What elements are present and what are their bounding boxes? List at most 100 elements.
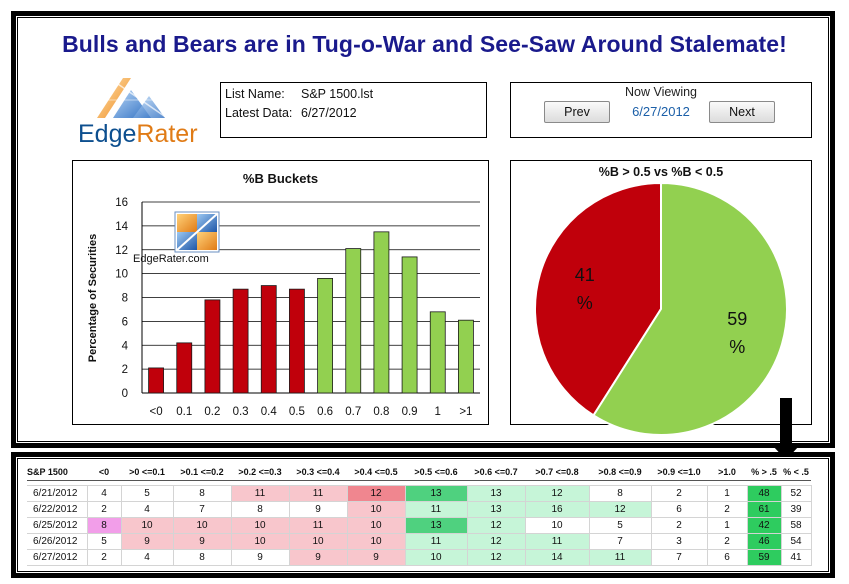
value-cell: 8 [230, 501, 290, 518]
value-cell: 13 [466, 501, 526, 518]
value-cell: 4 [120, 501, 174, 518]
bar [345, 248, 362, 394]
y-tick-label: 16 [115, 197, 128, 209]
value-cell: 8 [86, 517, 122, 534]
value-cell: 12 [346, 485, 406, 502]
x-tick-label: 0.8 [373, 406, 389, 418]
value-cell: 10 [524, 517, 590, 534]
value-cell: 11 [288, 485, 348, 502]
value-cell: 7 [588, 533, 652, 550]
value-cell: 9 [172, 533, 232, 550]
date-cell: 6/22/2012 [27, 501, 88, 518]
value-cell: 11 [524, 533, 590, 550]
value-cell: 2 [650, 485, 708, 502]
y-tick-label: 0 [122, 388, 128, 400]
table-row: 6/22/2012 2 4 7 8 9 10 11 13 16 12 6 2 61 39 [27, 501, 812, 518]
x-tick-label: >1 [459, 406, 472, 418]
bar [289, 288, 305, 394]
value-cell: 41 [780, 549, 812, 566]
prev-button[interactable]: Prev [544, 101, 610, 123]
column-header: >0.4 <=0.5 [347, 463, 405, 481]
date-cell: 6/25/2012 [27, 517, 88, 534]
pie-slice [592, 181, 788, 436]
x-tick-label: 0.7 [345, 406, 361, 418]
value-cell: 10 [120, 517, 174, 534]
value-cell: 12 [466, 533, 526, 550]
down-arrow-shaft [780, 398, 792, 448]
value-cell: 7 [650, 549, 708, 566]
bar [176, 342, 193, 394]
x-tick-label: 0.6 [317, 406, 333, 418]
value-cell: 10 [404, 549, 468, 566]
y-tick-label: 4 [122, 340, 129, 352]
pie-value-label: 59 [727, 309, 747, 329]
pie-unit-label: % [729, 337, 745, 357]
value-cell: 11 [588, 549, 652, 566]
value-cell: 8 [588, 485, 652, 502]
latest-data-label: Latest Data: [225, 106, 293, 120]
value-cell: 10 [172, 517, 232, 534]
y-tick-label: 12 [115, 245, 128, 257]
table-row: 6/21/2012 4 5 8 11 11 12 13 13 12 8 2 1 48 52 [27, 485, 812, 502]
bar-chart-title: %B Buckets [242, 171, 319, 186]
value-cell: 5 [120, 485, 174, 502]
next-button[interactable]: Next [709, 101, 775, 123]
value-cell: 58 [780, 517, 812, 534]
value-cell: 14 [524, 549, 590, 566]
value-cell: 4 [120, 549, 174, 566]
pie-chart-title: %B > 0.5 vs %B < 0.5 [598, 165, 724, 179]
y-tick-label: 8 [122, 293, 128, 305]
value-cell: 5 [588, 517, 652, 534]
value-cell: 12 [466, 517, 526, 534]
date-cell: 6/21/2012 [27, 485, 88, 502]
logo-rater: Rater [136, 120, 198, 148]
table-row: 6/27/2012 2 4 8 9 9 9 10 12 14 11 7 6 59 41 [27, 549, 812, 566]
bar [458, 319, 474, 394]
edgerater-chart-icon [174, 211, 220, 253]
value-cell: 8 [172, 549, 232, 566]
value-cell: 8 [172, 485, 232, 502]
pie-value-label: 41 [575, 265, 595, 285]
x-tick-label: 0.5 [289, 406, 305, 418]
table-row: 6/26/2012 5 9 9 10 10 10 11 12 11 7 3 2 46 54 [27, 533, 812, 550]
value-cell: 2 [650, 517, 708, 534]
value-cell: 2 [86, 549, 122, 566]
value-cell: 13 [404, 517, 468, 534]
column-header: S&P 1500 [27, 463, 87, 481]
list-name-value: S&P 1500.lst [301, 87, 374, 101]
edgerater-logo-icon [97, 78, 168, 119]
value-cell: 42 [746, 517, 782, 534]
table-body: 6/21/2012 4 5 8 11 11 12 13 13 12 8 2 1 48 52 6/22/2012… [27, 481, 812, 566]
x-tick-label: 0.2 [204, 406, 220, 418]
value-cell: 10 [230, 517, 290, 534]
bar [373, 231, 390, 394]
table-row: 6/25/2012 8 10 10 10 11 10 13 12 10 5 2 1 42 58 [27, 517, 812, 534]
value-cell: 3 [650, 533, 708, 550]
column-header: <0 [87, 463, 121, 481]
y-axis-label: Percentage of Securities [87, 234, 99, 362]
value-cell: 2 [706, 501, 748, 518]
value-cell: 1 [706, 485, 748, 502]
history-table: S&P 1500 <0 >0 <=0.1 >0.1 <=0.2 >0.2 <=0.3 >0… [27, 463, 812, 566]
value-cell: 10 [346, 517, 406, 534]
value-cell: 1 [706, 517, 748, 534]
x-tick-label: 0.1 [176, 406, 192, 418]
list-info-box: List Name: S&P 1500.lst Latest Data: 6/27/… [220, 82, 487, 138]
table-header-row: S&P 1500 <0 >0 <=0.1 >0.1 <=0.2 >0.2 <=0.3 >0… [27, 463, 811, 481]
value-cell: 16 [524, 501, 590, 518]
pie-unit-label: % [577, 293, 593, 313]
bar [401, 256, 418, 394]
date-cell: 6/27/2012 [27, 549, 88, 566]
value-cell: 10 [346, 501, 406, 518]
bar [232, 288, 249, 394]
y-tick-label: 14 [115, 221, 128, 233]
latest-data-row: Latest Data: 6/27/2012 [225, 106, 357, 120]
value-cell: 61 [746, 501, 782, 518]
value-cell: 11 [404, 533, 468, 550]
top-panel-inner-border [17, 17, 829, 442]
bottom-panel-inner-border [17, 458, 829, 572]
x-tick-label: <0 [150, 406, 163, 418]
value-cell: 11 [288, 517, 348, 534]
value-cell: 10 [288, 533, 348, 550]
